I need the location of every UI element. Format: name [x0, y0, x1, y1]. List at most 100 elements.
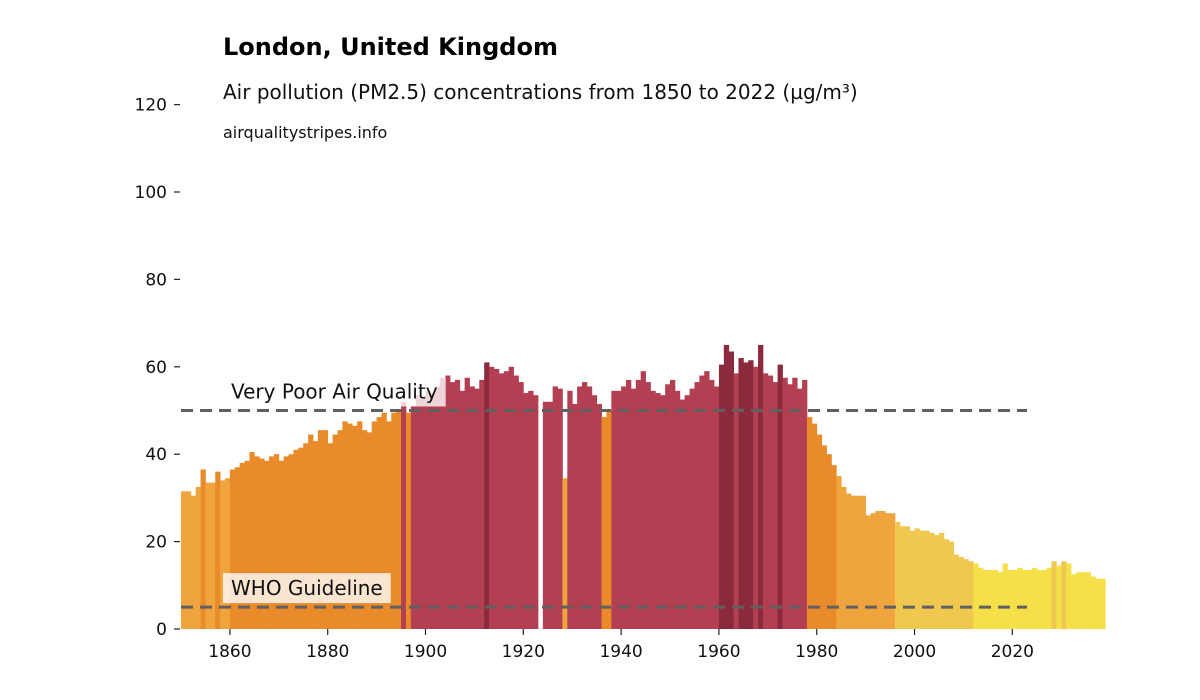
bar-1878 [317, 430, 324, 629]
bar-1962 [728, 351, 734, 629]
bar-1940 [621, 386, 627, 629]
bar-1883 [342, 421, 348, 629]
bar-1871 [283, 456, 289, 629]
bar-1932 [581, 382, 588, 629]
bar-2028 [1051, 561, 1057, 629]
bar-1861 [234, 467, 241, 629]
bar-1866 [259, 458, 265, 629]
bar-1874 [298, 447, 304, 629]
y-tick-label-40: 40 [145, 445, 167, 465]
bar-1993 [880, 511, 886, 629]
bar-1920 [523, 393, 529, 629]
bar-1922 [533, 395, 539, 629]
bar-2001 [919, 530, 925, 629]
bar-1905 [449, 382, 456, 629]
bar-1915 [498, 373, 505, 629]
bar-1949 [665, 384, 671, 629]
reference-label-0: Very Poor Air Quality [231, 380, 438, 404]
x-tick-label-1920: 1920 [502, 642, 545, 662]
bar-1974 [787, 384, 793, 629]
bar-2008 [953, 554, 959, 629]
bar-2009 [958, 556, 964, 629]
bar-1930 [572, 403, 578, 629]
reference-label-bg-1 [223, 573, 391, 604]
bar-1963 [733, 373, 739, 629]
bar-1910 [474, 388, 480, 629]
bar-1972 [777, 364, 783, 629]
bar-1955 [694, 382, 700, 629]
bar-1965 [743, 362, 749, 629]
bar-1931 [577, 386, 583, 629]
bar-1879 [322, 430, 329, 629]
bar-1870 [278, 460, 285, 629]
bar-1895 [401, 401, 407, 629]
bar-1862 [239, 462, 245, 629]
bar-1887 [361, 430, 368, 629]
bar-1898 [415, 395, 422, 629]
bar-1888 [366, 432, 373, 629]
bar-2010 [963, 559, 969, 629]
bar-1970 [767, 375, 774, 629]
bar-1981 [821, 445, 827, 629]
bar-1945 [645, 382, 651, 629]
bar-1903 [440, 377, 446, 629]
bar-1979 [811, 423, 818, 629]
bar-1942 [630, 388, 637, 629]
bar-1937 [606, 410, 612, 629]
bar-1853 [195, 486, 201, 629]
bar-1891 [381, 412, 387, 629]
bar-1994 [885, 513, 891, 629]
bar-1893 [391, 412, 397, 629]
bar-1858 [220, 480, 226, 629]
bar-1918 [513, 375, 519, 629]
y-tick-label-100: 100 [135, 183, 167, 203]
bar-1867 [264, 460, 270, 629]
bar-1978 [806, 417, 813, 629]
bar-1864 [249, 452, 255, 629]
bar-2016 [992, 570, 999, 629]
bar-2002 [924, 530, 930, 629]
bar-1929 [567, 390, 573, 629]
bar-1850 [181, 491, 187, 629]
bar-2038 [1100, 578, 1106, 629]
bar-1946 [650, 390, 656, 629]
bar-1982 [826, 454, 832, 629]
bar-1987 [850, 495, 857, 629]
bar-1876 [308, 434, 314, 629]
bar-1902 [435, 386, 441, 629]
bar-1896 [405, 412, 412, 629]
bar-1863 [244, 460, 250, 629]
x-tick-label-1880: 1880 [306, 642, 349, 662]
bar-1912 [484, 362, 490, 629]
bar-1897 [410, 406, 417, 629]
bar-2034 [1080, 572, 1087, 629]
x-tick-label-1940: 1940 [599, 642, 642, 662]
bar-1986 [846, 493, 852, 629]
bar-2005 [938, 532, 945, 629]
bar-1992 [875, 511, 881, 629]
bar-1966 [748, 360, 754, 629]
bar-1998 [904, 526, 911, 629]
bar-2003 [929, 532, 935, 629]
bar-1873 [293, 449, 299, 629]
bar-1985 [841, 486, 847, 629]
bar-1899 [420, 397, 426, 629]
bar-2026 [1041, 570, 1047, 629]
chart-subtitle: Air pollution (PM2.5) concentrations fro… [223, 80, 858, 104]
bar-2020 [1012, 570, 1018, 629]
bar-1958 [709, 379, 715, 629]
bar-1868 [269, 456, 275, 629]
bar-1880 [327, 443, 333, 629]
bar-1892 [386, 421, 392, 629]
chart-source: airqualitystripes.info [223, 123, 387, 142]
bar-1869 [273, 454, 280, 629]
bar-2000 [914, 528, 920, 629]
bar-2015 [987, 570, 994, 629]
bar-1921 [528, 390, 534, 629]
bar-1980 [816, 434, 823, 629]
bar-1855 [205, 482, 211, 629]
bar-1875 [303, 443, 309, 629]
bar-1953 [684, 395, 690, 629]
bar-1856 [210, 482, 216, 629]
